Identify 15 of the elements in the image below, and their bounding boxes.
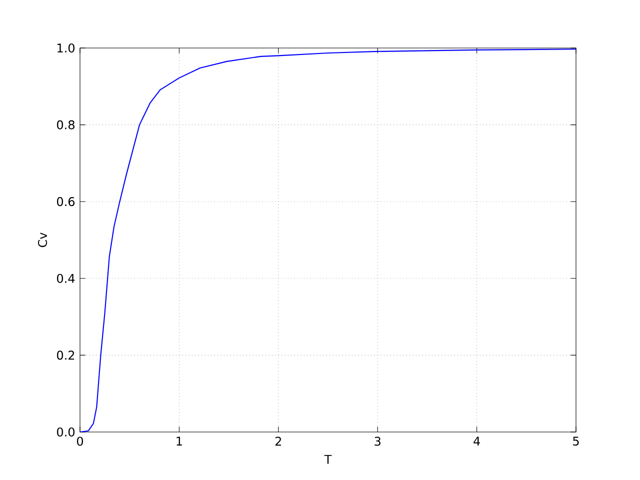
y-tick-label: 0.2 <box>57 350 74 360</box>
y-tick-label: 0.6 <box>57 197 75 206</box>
x-tick-label: 1 <box>176 436 182 446</box>
y-tick-label: 0.8 <box>57 120 74 130</box>
x-tick-label: 5 <box>573 436 579 446</box>
x-tick-label: 3 <box>374 436 380 446</box>
x-tick-label: 2 <box>275 436 282 446</box>
y-tick-label: 1.0 <box>58 43 74 53</box>
x-axis-title: T <box>324 454 332 464</box>
x-tick-label: 0 <box>76 436 84 446</box>
y-tick-label: 0.0 <box>57 427 74 437</box>
line-series <box>80 48 576 432</box>
x-tick-label: 4 <box>474 436 480 446</box>
y-axis-title: Cv <box>38 232 48 248</box>
y-tick-label: 0.4 <box>57 274 75 283</box>
